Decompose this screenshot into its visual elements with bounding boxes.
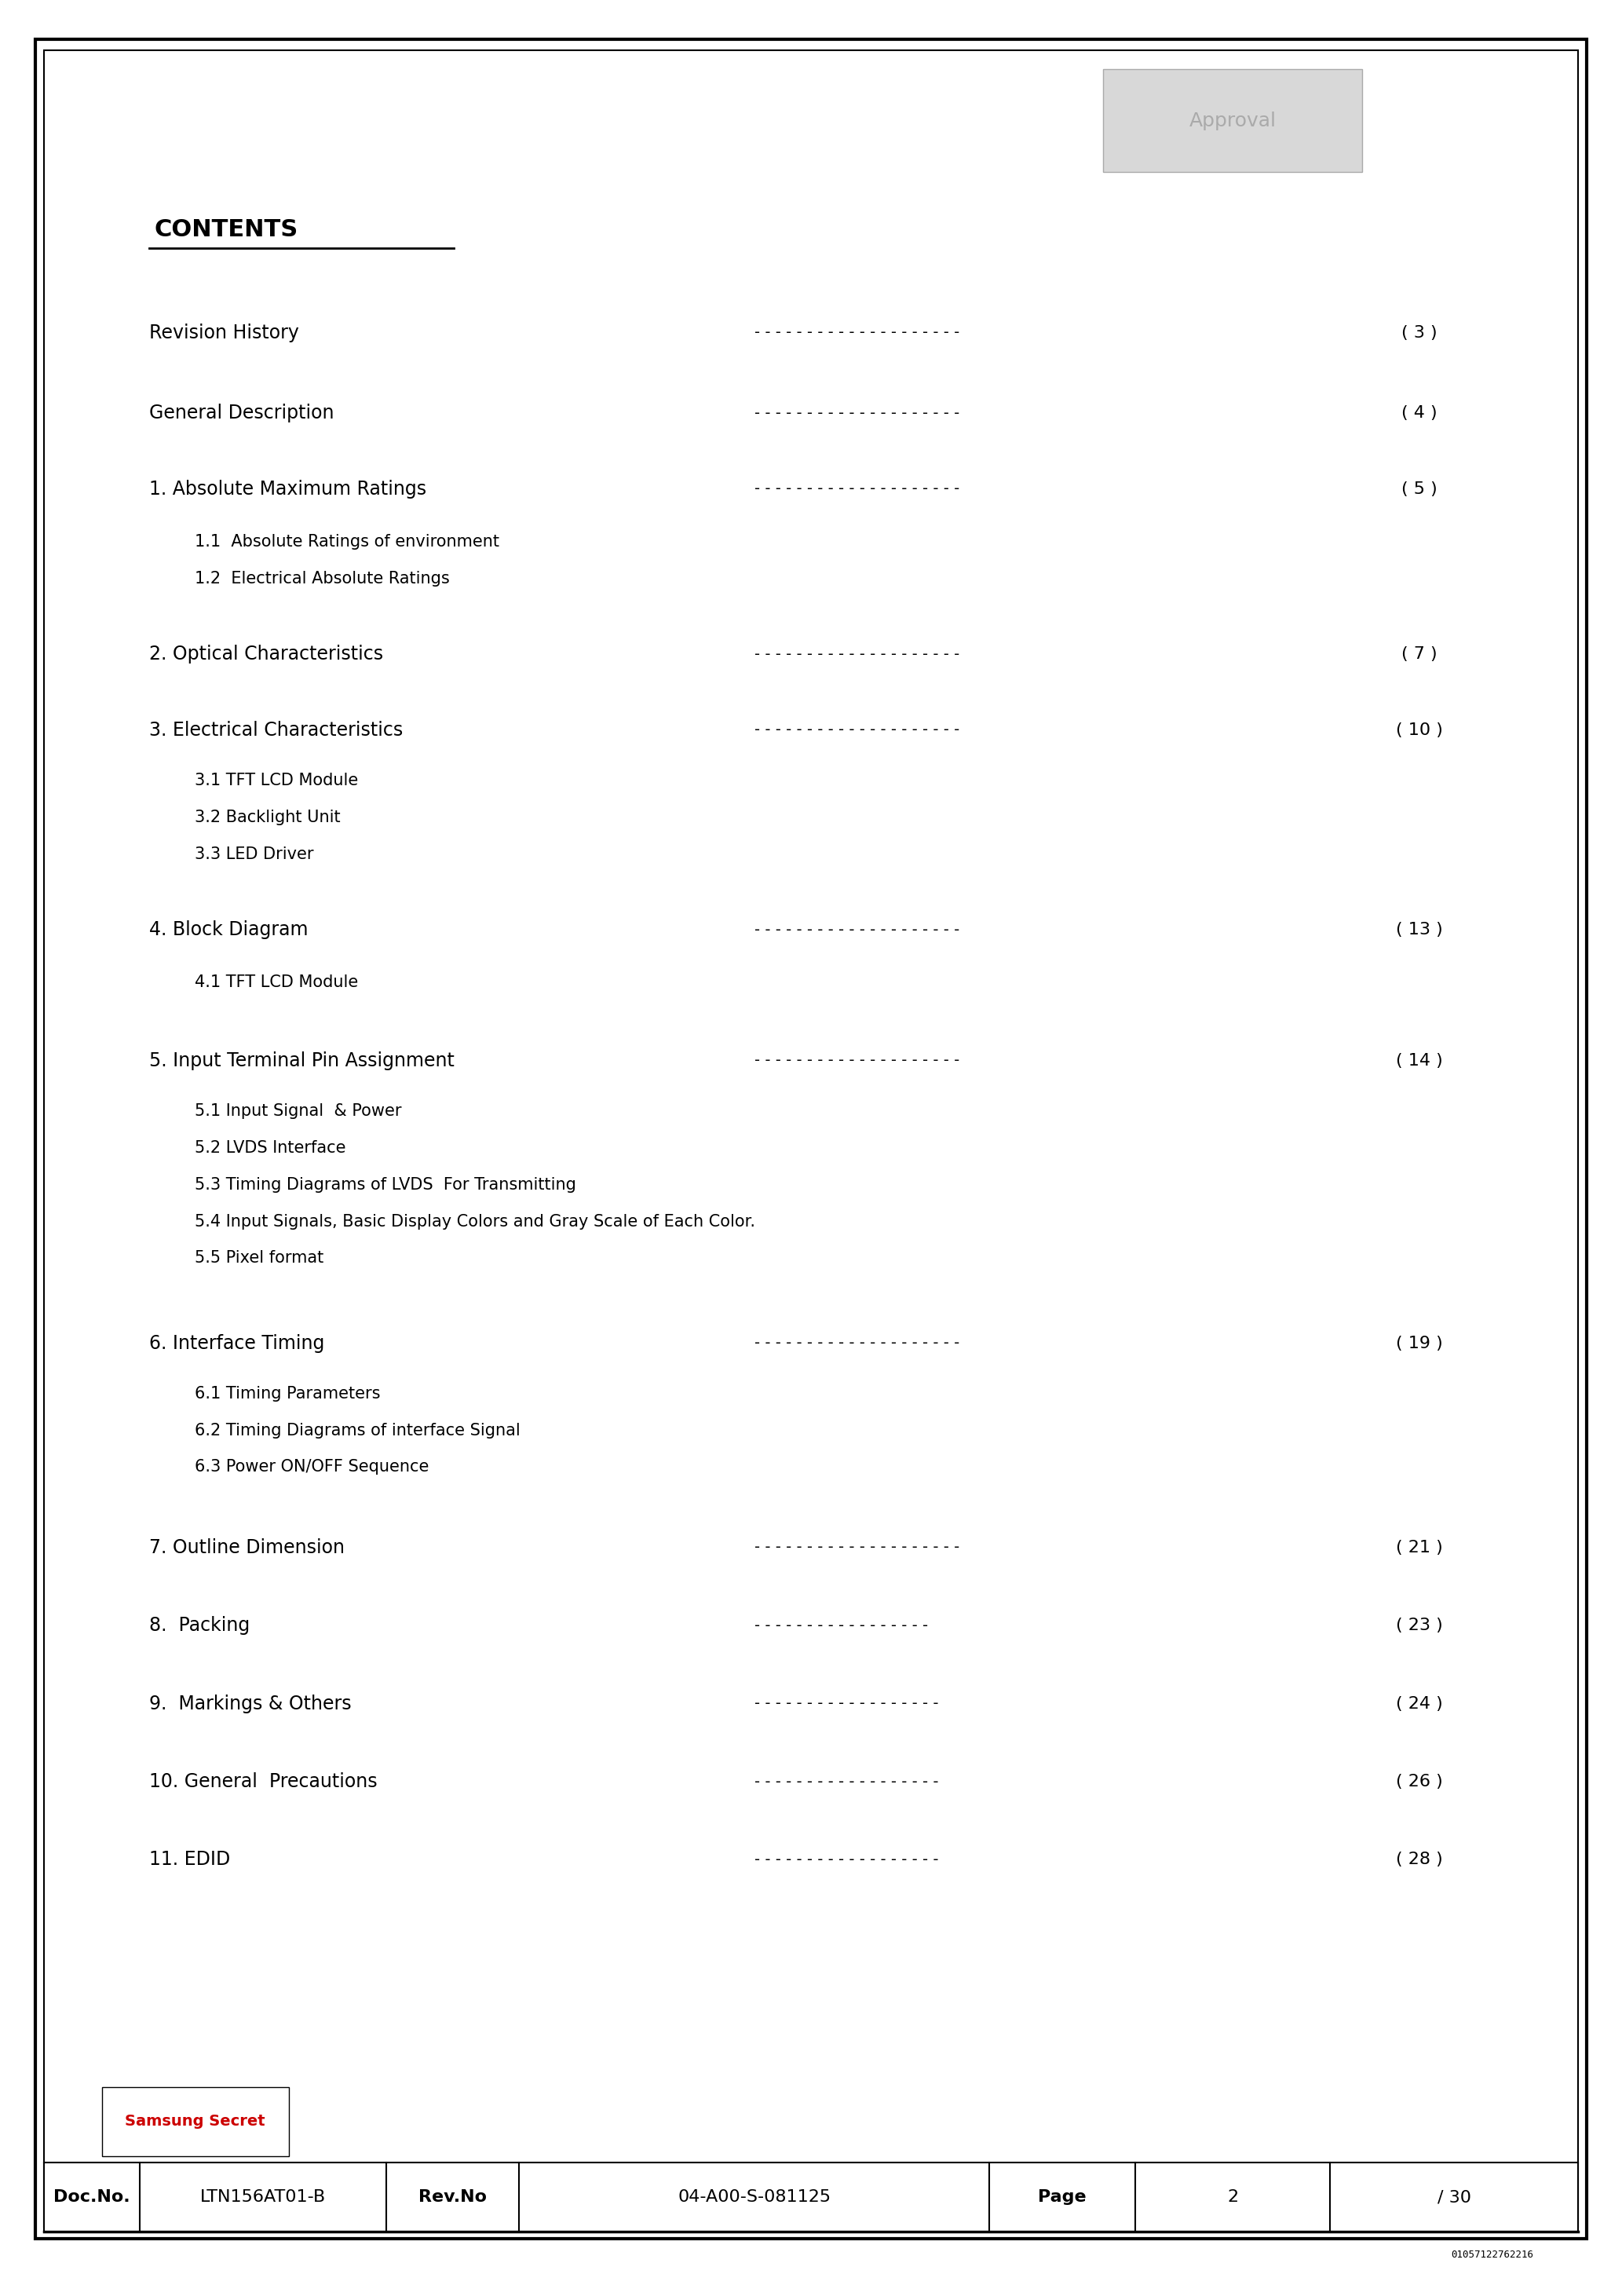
- Text: 4. Block Diagram: 4. Block Diagram: [149, 921, 308, 939]
- Text: - - - - - - - - - - - - - - - - - - - -: - - - - - - - - - - - - - - - - - - - -: [754, 923, 959, 937]
- Text: - - - - - - - - - - - - - - - - - -: - - - - - - - - - - - - - - - - - -: [754, 1853, 939, 1867]
- Text: 5.1 Input Signal  & Power: 5.1 Input Signal & Power: [195, 1104, 402, 1118]
- Text: Approval: Approval: [1189, 110, 1277, 131]
- Bar: [519, 2163, 989, 2232]
- Text: 3.3 LED Driver: 3.3 LED Driver: [195, 847, 313, 861]
- Text: ( 26 ): ( 26 ): [1397, 1775, 1442, 1789]
- Text: - - - - - - - - - - - - - - - - - - - -: - - - - - - - - - - - - - - - - - - - -: [754, 482, 959, 496]
- Text: 1.1  Absolute Ratings of environment: 1.1 Absolute Ratings of environment: [195, 535, 500, 549]
- Text: Page: Page: [1038, 2190, 1087, 2204]
- FancyBboxPatch shape: [102, 2087, 289, 2156]
- Text: 6.1 Timing Parameters: 6.1 Timing Parameters: [195, 1387, 380, 1401]
- Bar: [1330, 2163, 1578, 2232]
- Text: 8.  Packing: 8. Packing: [149, 1616, 250, 1635]
- Text: ( 24 ): ( 24 ): [1397, 1697, 1442, 1711]
- Text: 6.3 Power ON/OFF Sequence: 6.3 Power ON/OFF Sequence: [195, 1460, 428, 1474]
- Text: / 30: / 30: [1437, 2190, 1471, 2204]
- Text: 9.  Markings & Others: 9. Markings & Others: [149, 1694, 352, 1713]
- Text: ( 5 ): ( 5 ): [1401, 482, 1437, 496]
- Text: ( 21 ): ( 21 ): [1397, 1541, 1442, 1554]
- Text: 04-A00-S-081125: 04-A00-S-081125: [678, 2190, 830, 2204]
- Text: 2: 2: [1228, 2190, 1238, 2204]
- Text: - - - - - - - - - - - - - - - - - - - -: - - - - - - - - - - - - - - - - - - - -: [754, 326, 959, 340]
- Text: - - - - - - - - - - - - - - - - - - - -: - - - - - - - - - - - - - - - - - - - -: [754, 1541, 959, 1554]
- Text: 6.2 Timing Diagrams of interface Signal: 6.2 Timing Diagrams of interface Signal: [195, 1424, 521, 1437]
- Text: Revision History: Revision History: [149, 324, 298, 342]
- Text: 4.1 TFT LCD Module: 4.1 TFT LCD Module: [195, 976, 358, 990]
- Text: 6. Interface Timing: 6. Interface Timing: [149, 1334, 324, 1352]
- Text: ( 13 ): ( 13 ): [1397, 923, 1442, 937]
- Text: LTN156AT01-B: LTN156AT01-B: [200, 2190, 326, 2204]
- Bar: [386, 2163, 519, 2232]
- FancyBboxPatch shape: [1103, 69, 1362, 172]
- Text: ( 3 ): ( 3 ): [1401, 326, 1437, 340]
- Text: 1.2  Electrical Absolute Ratings: 1.2 Electrical Absolute Ratings: [195, 572, 449, 585]
- Text: - - - - - - - - - - - - - - - - - - - -: - - - - - - - - - - - - - - - - - - - -: [754, 1054, 959, 1068]
- Text: 01057122762216: 01057122762216: [1452, 2250, 1533, 2259]
- Bar: [139, 2163, 386, 2232]
- Text: - - - - - - - - - - - - - - - - - - - -: - - - - - - - - - - - - - - - - - - - -: [754, 406, 959, 420]
- Text: CONTENTS: CONTENTS: [154, 218, 298, 241]
- Text: 2. Optical Characteristics: 2. Optical Characteristics: [149, 645, 383, 664]
- Text: General Description: General Description: [149, 404, 334, 422]
- Text: ( 19 ): ( 19 ): [1397, 1336, 1442, 1350]
- Bar: [989, 2163, 1135, 2232]
- Text: 3. Electrical Characteristics: 3. Electrical Characteristics: [149, 721, 402, 739]
- Text: 3.1 TFT LCD Module: 3.1 TFT LCD Module: [195, 774, 358, 788]
- Text: 3.2 Backlight Unit: 3.2 Backlight Unit: [195, 810, 341, 824]
- Text: 10. General  Precautions: 10. General Precautions: [149, 1773, 378, 1791]
- Text: 1. Absolute Maximum Ratings: 1. Absolute Maximum Ratings: [149, 480, 427, 498]
- Text: Doc.No.: Doc.No.: [54, 2190, 130, 2204]
- Text: 7. Outline Dimension: 7. Outline Dimension: [149, 1538, 345, 1557]
- Bar: [1135, 2163, 1330, 2232]
- Text: - - - - - - - - - - - - - - - - - - - -: - - - - - - - - - - - - - - - - - - - -: [754, 723, 959, 737]
- Text: ( 7 ): ( 7 ): [1401, 647, 1437, 661]
- Text: ( 10 ): ( 10 ): [1397, 723, 1442, 737]
- Text: Rev.No: Rev.No: [418, 2190, 487, 2204]
- Text: - - - - - - - - - - - - - - - - - - - -: - - - - - - - - - - - - - - - - - - - -: [754, 647, 959, 661]
- Bar: [44, 2163, 139, 2232]
- Text: 5.4 Input Signals, Basic Display Colors and Gray Scale of Each Color.: 5.4 Input Signals, Basic Display Colors …: [195, 1215, 756, 1228]
- Text: 11. EDID: 11. EDID: [149, 1851, 230, 1869]
- Text: ( 4 ): ( 4 ): [1401, 406, 1437, 420]
- Text: ( 23 ): ( 23 ): [1397, 1619, 1442, 1632]
- Text: ( 14 ): ( 14 ): [1397, 1054, 1442, 1068]
- Text: 5.5 Pixel format: 5.5 Pixel format: [195, 1251, 324, 1265]
- Text: - - - - - - - - - - - - - - - - -: - - - - - - - - - - - - - - - - -: [754, 1619, 928, 1632]
- Text: Samsung Secret: Samsung Secret: [125, 2115, 264, 2128]
- Text: - - - - - - - - - - - - - - - - - -: - - - - - - - - - - - - - - - - - -: [754, 1697, 939, 1711]
- Text: 5. Input Terminal Pin Assignment: 5. Input Terminal Pin Assignment: [149, 1052, 454, 1070]
- Text: - - - - - - - - - - - - - - - - - - - -: - - - - - - - - - - - - - - - - - - - -: [754, 1336, 959, 1350]
- Text: 5.3 Timing Diagrams of LVDS  For Transmitting: 5.3 Timing Diagrams of LVDS For Transmit…: [195, 1178, 576, 1192]
- Text: - - - - - - - - - - - - - - - - - -: - - - - - - - - - - - - - - - - - -: [754, 1775, 939, 1789]
- Text: ( 28 ): ( 28 ): [1397, 1853, 1442, 1867]
- Text: 5.2 LVDS Interface: 5.2 LVDS Interface: [195, 1141, 345, 1155]
